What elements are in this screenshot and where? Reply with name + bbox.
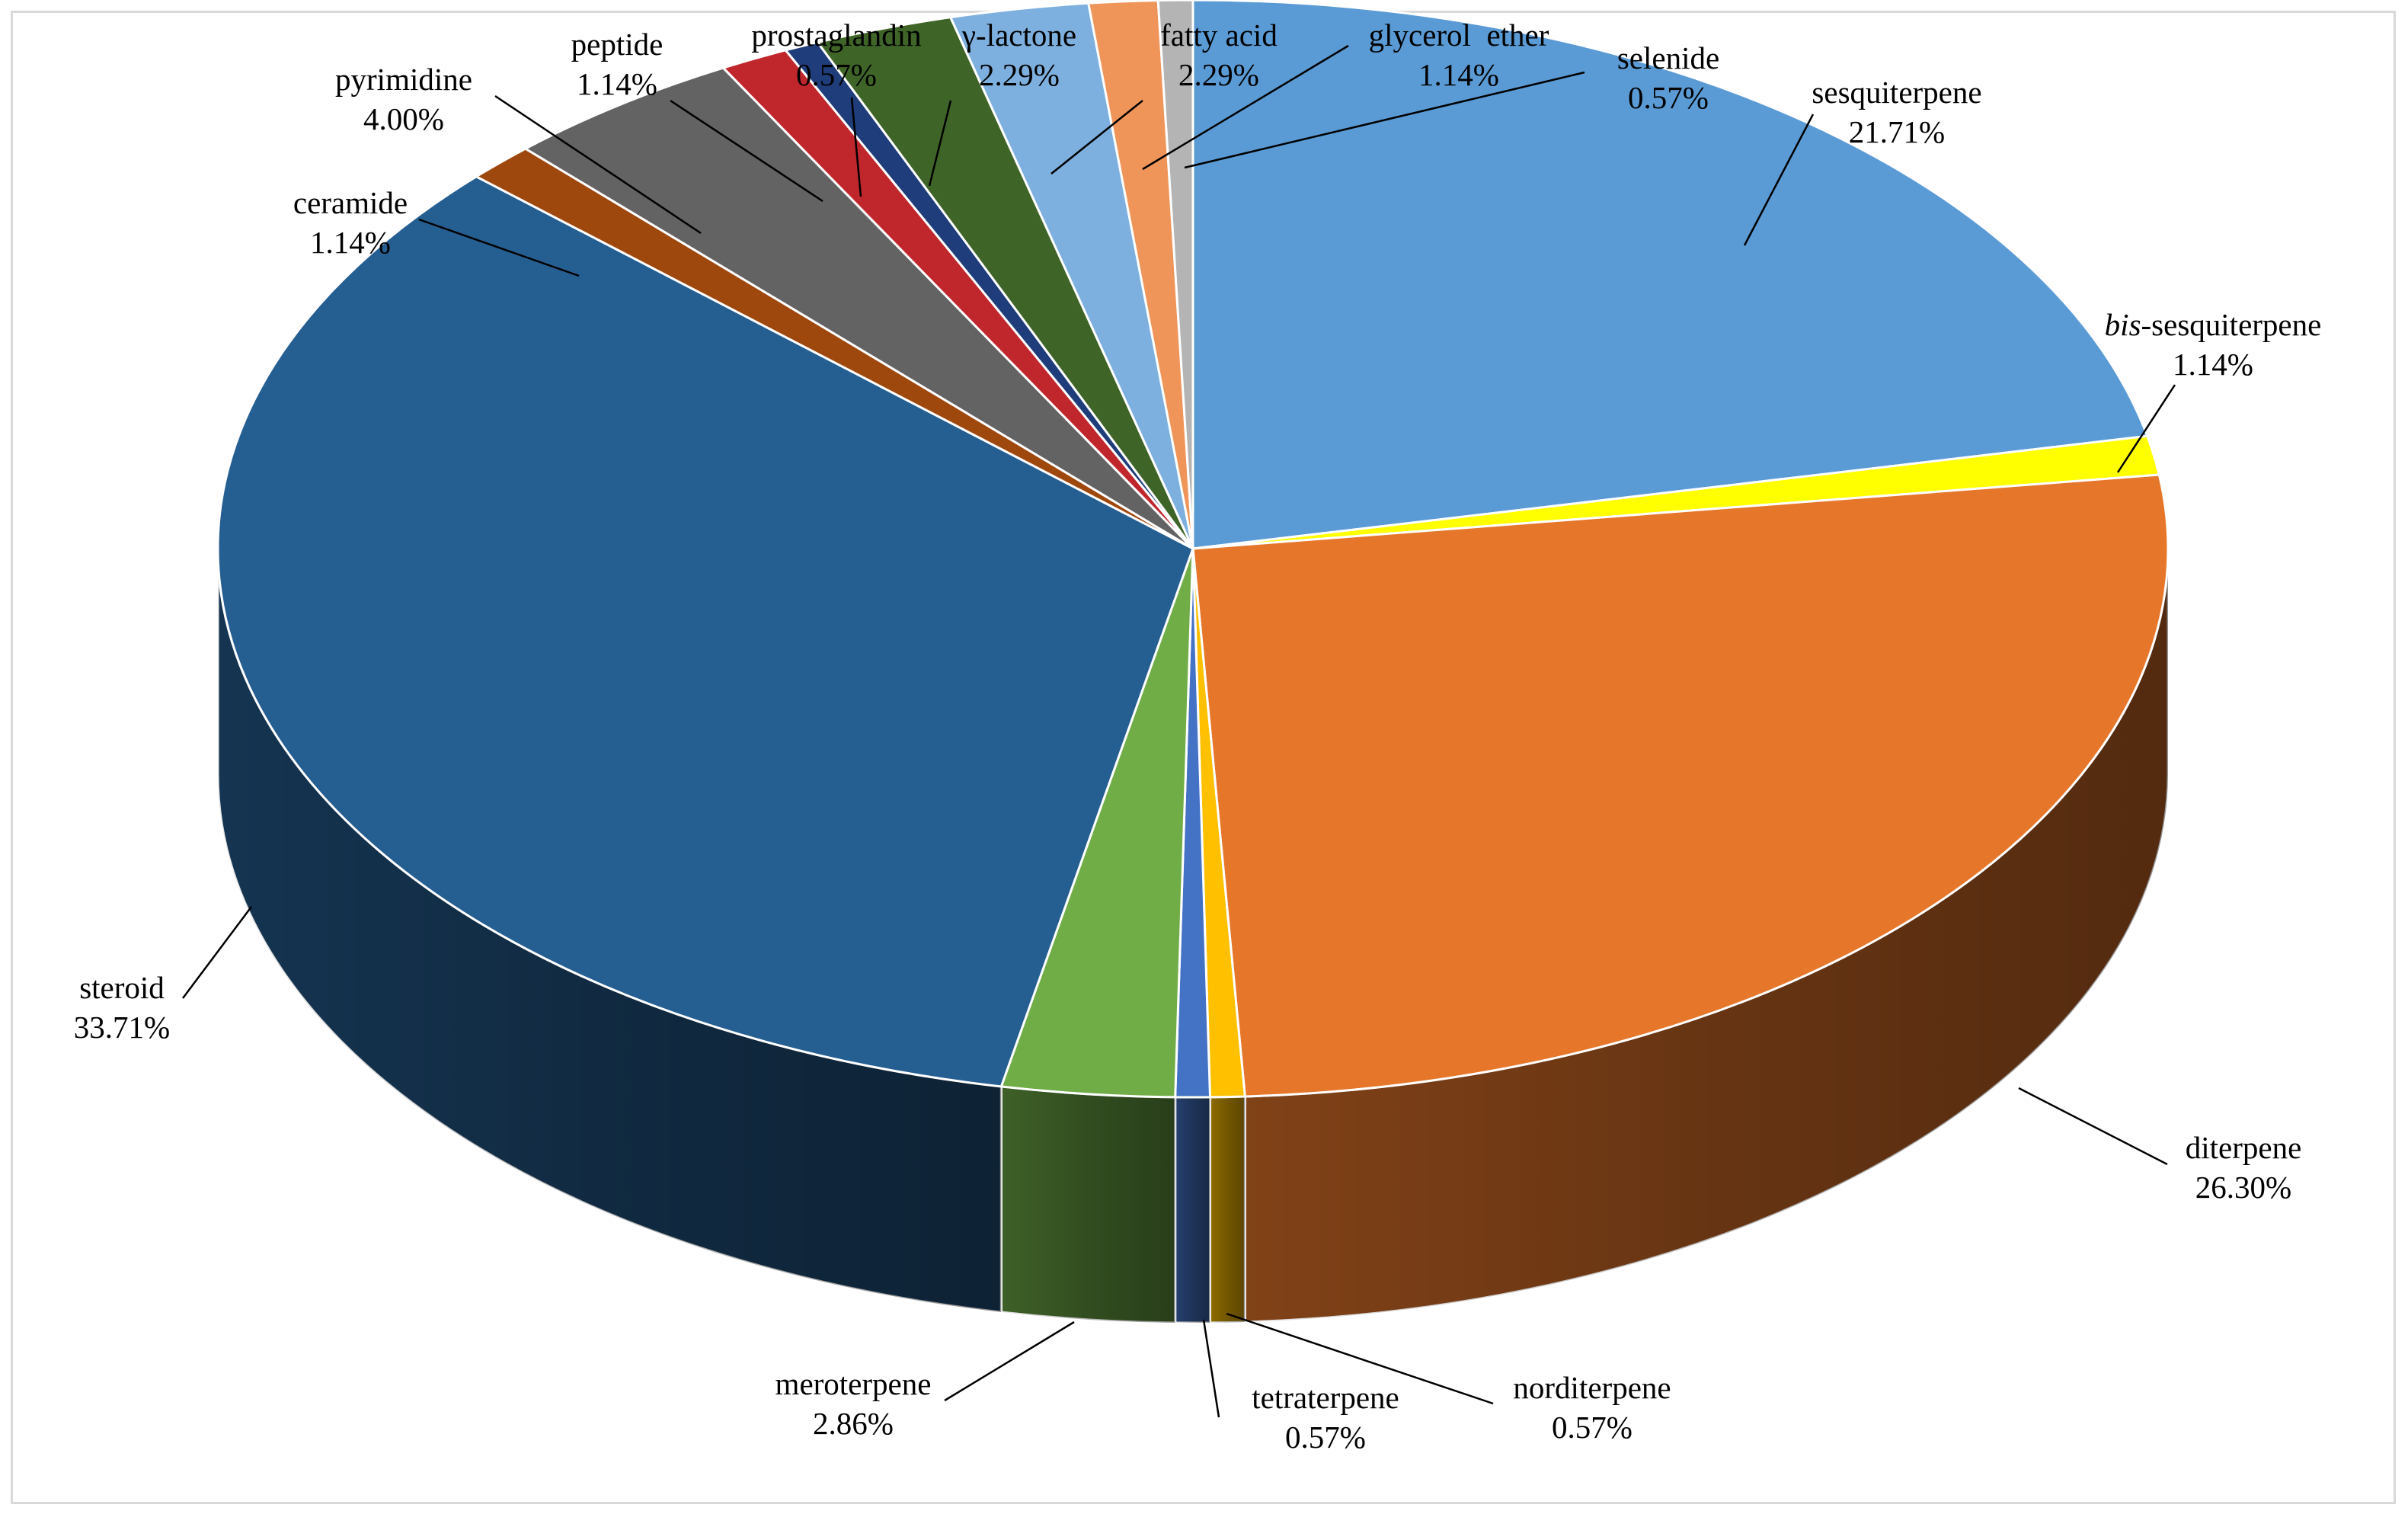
leader-line-lactone <box>928 100 952 187</box>
slice-label-prostaglandin: prostaglandin <box>751 18 921 53</box>
slice-side-shade-diterpene <box>1245 549 2168 1322</box>
slice-label-peptide: peptide <box>571 27 664 62</box>
slice-value-sesquiterpene: 21.71% <box>1849 114 1945 149</box>
slice-label-sesquiterpene: sesquiterpene <box>1812 75 1981 110</box>
leader-line-prostaglandin <box>850 97 862 197</box>
leader-line-fatty-acid <box>1051 100 1143 174</box>
leader-line-ceramide <box>418 218 580 277</box>
slice-side-shade-meroterpene <box>1001 1086 1175 1323</box>
slice-steroid <box>216 175 1194 1088</box>
slice-label-lactone: γ-lactone <box>961 18 1076 53</box>
slice-value-steroid: 33.71% <box>74 1010 170 1045</box>
slice-value-selenide: 0.57% <box>1628 80 1709 115</box>
slice-value-peptide: 1.14% <box>577 66 657 101</box>
slice-label-bis-sesquiterpene: bis-sesquiterpene <box>2105 307 2322 342</box>
slice-value-diterpene: 26.30% <box>2195 1170 2291 1205</box>
slice-value-pyrimidine: 4.00% <box>363 101 444 136</box>
slice-value-fatty-acid: 2.29% <box>1178 57 1259 92</box>
slice-label-glycerol-ether: glycerol ether <box>1369 18 1549 53</box>
slice-selenide <box>1156 0 1194 549</box>
slice-value-bis-sesquiterpene: 1.14% <box>2173 347 2253 382</box>
slice-label-selenide: selenide <box>1617 40 1719 75</box>
slice-label-diterpene: diterpene <box>2186 1130 2302 1165</box>
slice-label-ceramide: ceramide <box>293 185 408 220</box>
slice-diterpene <box>1191 473 2170 1098</box>
leader-line-pyrimidine <box>494 94 702 235</box>
slice-side-shade-steroid <box>218 549 1002 1312</box>
leader-line-sesquiterpene <box>1743 114 1815 246</box>
slice-value-norditerpene: 0.57% <box>1552 1410 1633 1445</box>
slice-label-fatty-acid: fatty acid <box>1160 18 1278 53</box>
leader-line-glycerol-ether <box>1142 44 1349 171</box>
leader-line-selenide <box>1184 71 1585 169</box>
slice-value-meroterpene: 2.86% <box>813 1406 894 1441</box>
slice-value-lactone: 2.29% <box>979 57 1060 92</box>
slice-value-glycerol-ether: 1.14% <box>1418 57 1499 92</box>
slice-label-steroid: steroid <box>79 970 165 1005</box>
slice-pyrimidine <box>523 66 1194 550</box>
leader-line-peptide <box>670 99 823 203</box>
slice-value-tetraterpene: 0.57% <box>1285 1420 1366 1455</box>
slice-label-tetraterpene: tetraterpene <box>1252 1380 1399 1415</box>
leader-line-bis-sesquiterpene <box>2116 384 2176 473</box>
leader-line-steroid <box>182 906 252 999</box>
slice-side-shade-tetraterpene <box>1175 1096 1210 1324</box>
leader-line-norditerpene <box>1226 1312 1494 1405</box>
slice-label-meroterpene: meroterpene <box>775 1366 932 1401</box>
leader-line-meroterpene <box>944 1321 1075 1402</box>
slice-value-ceramide: 1.14% <box>310 225 391 260</box>
slice-side-shade-norditerpene <box>1210 1096 1246 1323</box>
slice-label-pyrimidine: pyrimidine <box>335 62 472 97</box>
slice-label-norditerpene: norditerpene <box>1513 1370 1671 1405</box>
leader-line-diterpene <box>2018 1087 2168 1166</box>
leader-line-tetraterpene <box>1202 1319 1220 1418</box>
slice-value-prostaglandin: 0.57% <box>796 57 877 92</box>
